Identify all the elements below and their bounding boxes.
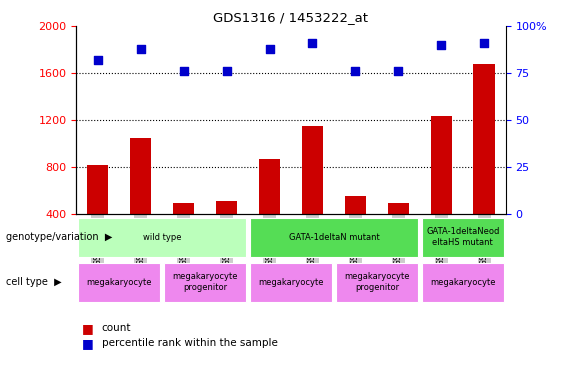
- Bar: [79, 218, 246, 256]
- Point: [480, 40, 489, 46]
- Text: GATA-1deltaN mutant: GATA-1deltaN mutant: [289, 232, 379, 242]
- Text: megakaryocyte: megakaryocyte: [430, 278, 496, 286]
- Text: count: count: [102, 323, 131, 333]
- Bar: [79, 263, 160, 302]
- Text: megakaryocyte
progenitor: megakaryocyte progenitor: [172, 273, 238, 292]
- Bar: [336, 263, 418, 302]
- Text: megakaryocyte
progenitor: megakaryocyte progenitor: [344, 273, 410, 292]
- Point: [179, 68, 188, 74]
- Bar: [388, 203, 409, 261]
- Bar: [422, 263, 503, 302]
- Point: [394, 68, 403, 74]
- Bar: [130, 138, 151, 261]
- Text: cell type  ▶: cell type ▶: [6, 277, 61, 287]
- Bar: [87, 165, 108, 261]
- Text: ■: ■: [82, 337, 94, 350]
- Text: wild type: wild type: [143, 232, 181, 242]
- Text: megakaryocyte: megakaryocyte: [86, 278, 152, 286]
- Bar: [173, 203, 194, 261]
- Point: [93, 57, 102, 63]
- Point: [437, 42, 446, 48]
- Bar: [164, 263, 246, 302]
- Bar: [250, 218, 418, 256]
- Bar: [250, 263, 332, 302]
- Title: GDS1316 / 1453222_at: GDS1316 / 1453222_at: [214, 11, 368, 24]
- Point: [136, 46, 145, 52]
- Text: ■: ■: [82, 322, 94, 334]
- Point: [265, 46, 274, 52]
- Bar: [259, 159, 280, 261]
- Point: [308, 40, 317, 46]
- Text: percentile rank within the sample: percentile rank within the sample: [102, 338, 277, 348]
- Bar: [345, 196, 366, 261]
- Point: [351, 68, 360, 74]
- Bar: [422, 218, 503, 256]
- Text: GATA-1deltaNeod
eltaHS mutant: GATA-1deltaNeod eltaHS mutant: [426, 228, 499, 247]
- Point: [222, 68, 231, 74]
- Text: megakaryocyte: megakaryocyte: [258, 278, 324, 286]
- Bar: [473, 64, 495, 261]
- Bar: [216, 201, 237, 261]
- Text: genotype/variation  ▶: genotype/variation ▶: [6, 232, 112, 242]
- Bar: [431, 117, 452, 261]
- Bar: [302, 126, 323, 261]
